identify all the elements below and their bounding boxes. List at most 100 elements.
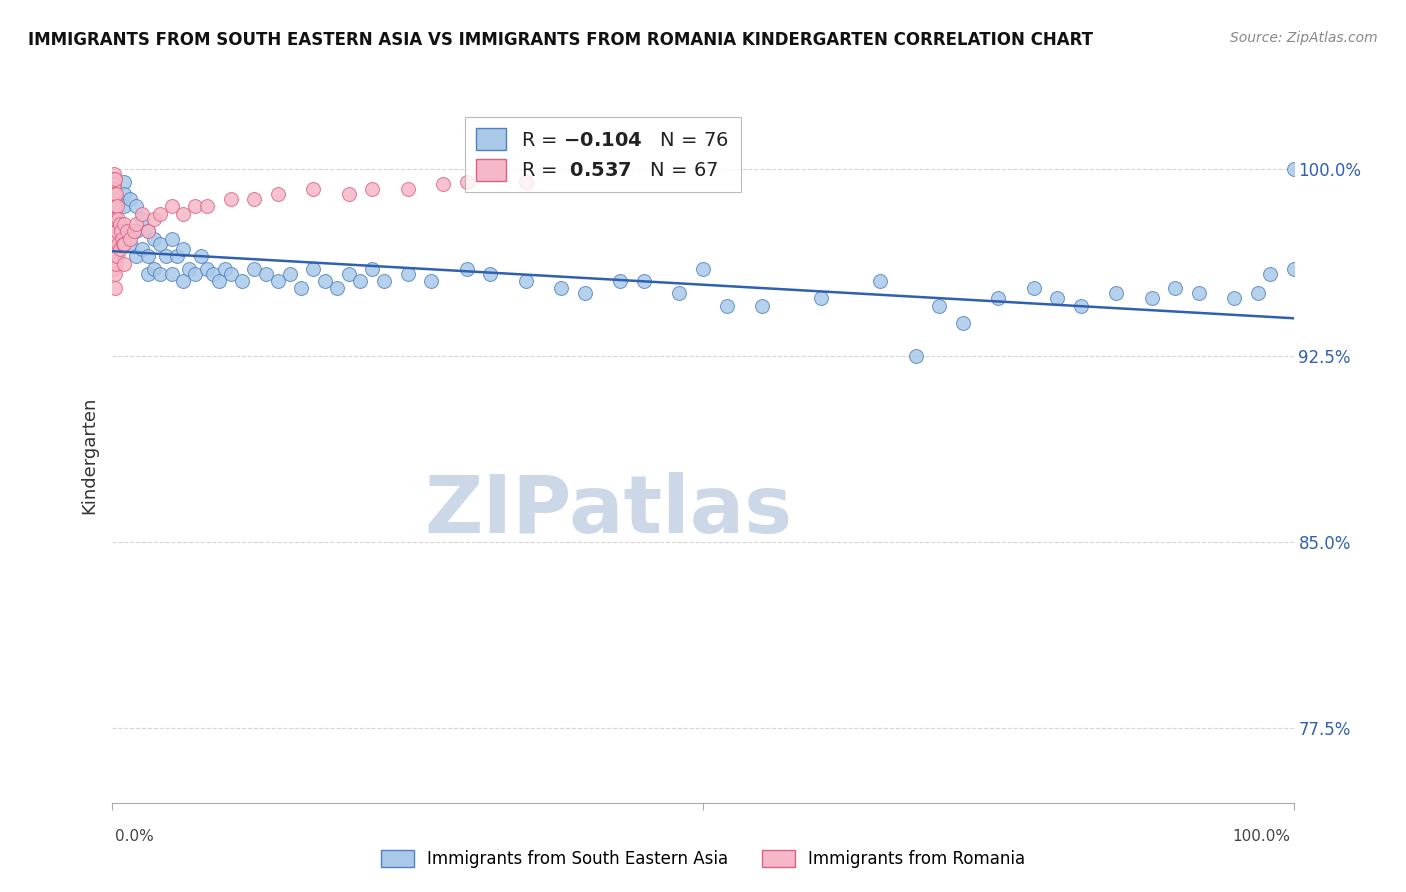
Point xyxy=(155,249,177,263)
Point xyxy=(314,274,336,288)
Point xyxy=(302,261,325,276)
Point xyxy=(104,199,127,213)
Point xyxy=(692,261,714,276)
Point xyxy=(142,211,165,226)
Point xyxy=(104,217,127,231)
Point xyxy=(104,249,127,263)
Point xyxy=(104,232,127,246)
Point xyxy=(267,274,290,288)
Point xyxy=(103,246,125,260)
Point xyxy=(125,224,148,238)
Point xyxy=(1105,286,1128,301)
Point xyxy=(1188,286,1211,301)
Point xyxy=(195,199,218,213)
Point xyxy=(112,224,135,238)
Point xyxy=(479,267,502,281)
Point xyxy=(105,211,128,226)
Point xyxy=(103,261,125,276)
Point xyxy=(184,199,207,213)
Point xyxy=(550,281,572,295)
Point xyxy=(105,257,128,271)
Point xyxy=(219,192,242,206)
Point xyxy=(122,224,145,238)
Point xyxy=(120,232,142,246)
Point xyxy=(104,172,127,186)
Point xyxy=(104,267,127,281)
Point xyxy=(214,261,236,276)
Point xyxy=(142,232,165,246)
Point xyxy=(290,281,312,295)
Point xyxy=(107,236,129,251)
Point xyxy=(105,249,128,263)
Point xyxy=(136,224,159,238)
Point xyxy=(149,267,172,281)
Point xyxy=(515,274,537,288)
Point xyxy=(103,227,125,241)
Point xyxy=(172,207,194,221)
Text: 0.0%: 0.0% xyxy=(115,830,155,844)
Point xyxy=(115,224,138,238)
Point xyxy=(112,257,135,271)
Point xyxy=(1070,299,1092,313)
Point xyxy=(928,299,950,313)
Point xyxy=(105,224,128,238)
Point xyxy=(208,274,231,288)
Point xyxy=(243,192,266,206)
Point xyxy=(396,182,419,196)
Point xyxy=(112,199,135,213)
Point xyxy=(112,217,135,231)
Point xyxy=(243,261,266,276)
Point xyxy=(302,182,325,196)
Point xyxy=(111,232,134,246)
Point xyxy=(103,257,125,271)
Point xyxy=(1282,162,1305,177)
Point xyxy=(149,207,172,221)
Point xyxy=(112,236,135,251)
Point xyxy=(142,261,165,276)
Point xyxy=(1046,291,1069,305)
Point xyxy=(716,299,738,313)
Point xyxy=(125,217,148,231)
Point xyxy=(337,267,360,281)
Point xyxy=(952,316,974,330)
Point xyxy=(136,267,159,281)
Point xyxy=(103,172,125,186)
Point xyxy=(201,267,224,281)
Point xyxy=(515,175,537,189)
Point xyxy=(1140,291,1163,305)
Point xyxy=(987,291,1010,305)
Point xyxy=(103,211,125,226)
Point xyxy=(103,182,125,196)
Point xyxy=(1022,281,1045,295)
Point xyxy=(107,211,129,226)
Point xyxy=(219,267,242,281)
Point xyxy=(103,252,125,266)
Point xyxy=(105,199,128,213)
Point xyxy=(172,274,194,288)
Point xyxy=(160,232,183,246)
Point xyxy=(103,242,125,256)
Point xyxy=(361,261,384,276)
Point xyxy=(633,274,655,288)
Point xyxy=(105,232,128,246)
Point xyxy=(125,199,148,213)
Point xyxy=(136,249,159,263)
Point xyxy=(1164,281,1187,295)
Point xyxy=(432,177,454,191)
Point xyxy=(267,187,290,202)
Point xyxy=(254,267,277,281)
Point xyxy=(179,261,201,276)
Point xyxy=(904,349,927,363)
Point xyxy=(172,242,194,256)
Point xyxy=(103,187,125,202)
Point xyxy=(668,286,690,301)
Point xyxy=(103,222,125,236)
Point xyxy=(361,182,384,196)
Point xyxy=(278,267,301,281)
Point xyxy=(131,242,153,256)
Point xyxy=(166,249,188,263)
Point xyxy=(751,299,773,313)
Point xyxy=(103,197,125,211)
Point xyxy=(326,281,349,295)
Point xyxy=(104,187,127,202)
